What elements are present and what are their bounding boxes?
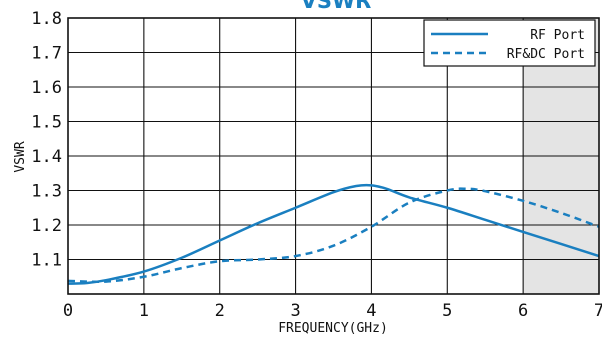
y-tick-label-4: 1.5 xyxy=(31,113,62,133)
x-tick-label-4: 4 xyxy=(366,301,376,321)
grid-layer xyxy=(68,18,599,294)
y-tick-label-0: 1.1 xyxy=(31,251,62,271)
x-tick-label-5: 5 xyxy=(442,301,452,321)
series-layer xyxy=(67,183,600,285)
series-line-0 xyxy=(67,183,600,285)
legend-label-rf-dc-port: RF&DC Port xyxy=(507,47,585,62)
y-tick-label-7: 1.8 xyxy=(31,9,62,29)
x-axis-label: FREQUENCY(GHz) xyxy=(278,321,388,336)
plot-frame xyxy=(67,17,600,295)
x-tick-label-6: 6 xyxy=(518,301,528,321)
legend-box xyxy=(423,19,596,67)
y-tick-label-1: 1.2 xyxy=(31,216,62,236)
series-line-1 xyxy=(67,187,600,284)
y-tick-label-5: 1.6 xyxy=(31,78,62,98)
y-axis-label: VSWR xyxy=(13,141,28,172)
x-tick-label-7: 7 xyxy=(594,301,602,321)
legend: RF Port RF&DC Port xyxy=(423,19,596,67)
x-tick-label-3: 3 xyxy=(290,301,300,321)
x-tick-label-1: 1 xyxy=(139,301,149,321)
y-tick-label-2: 1.3 xyxy=(31,182,62,202)
chart-title: VSWR xyxy=(301,0,372,13)
x-tick-label-0: 0 xyxy=(63,301,73,321)
x-tick-label-2: 2 xyxy=(215,301,225,321)
tick-label-layer: 0 1 2 3 4 5 6 7 1.1 1.2 1.3 1.4 1.5 1.6 1.7 1.8 xyxy=(31,9,602,321)
y-tick-label-6: 1.7 xyxy=(31,44,62,64)
y-tick-label-3: 1.4 xyxy=(31,147,62,167)
legend-label-rf-port: RF Port xyxy=(530,28,585,43)
